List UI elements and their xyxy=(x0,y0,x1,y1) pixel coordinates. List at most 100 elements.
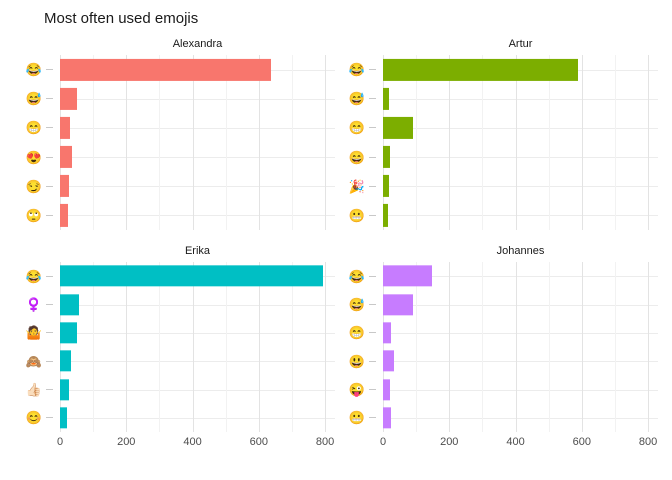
grid-line-x-minor xyxy=(614,55,616,230)
axis-tick xyxy=(369,127,376,129)
axis-tick xyxy=(369,332,376,334)
y-axis-row: 😄 xyxy=(341,143,383,172)
facet-strip-label: Alexandra xyxy=(172,38,223,50)
grid-line-y xyxy=(383,389,658,391)
grid-line-x-major xyxy=(449,262,451,432)
emoji-label: 🙄 xyxy=(25,207,42,223)
grid-line-x-minor xyxy=(159,55,161,230)
facet-grid: Alexandra 😂 😅 😁 😍 😏 🙄 Artur 😂 😅 😁 😄 🎉 😬 Erika 😂 ♀️ 🤷 🙈 👍🏻 😊 0… xyxy=(18,34,672,452)
grid-line-x-major xyxy=(60,55,61,230)
grid-line-x-minor xyxy=(614,262,616,432)
emoji-label: 🙈 xyxy=(25,353,42,369)
x-tick-label: 200 xyxy=(117,436,136,448)
grid-line-y xyxy=(383,157,658,159)
x-tick-label: 0 xyxy=(379,436,387,448)
axis-tick xyxy=(46,156,53,158)
bar xyxy=(383,175,390,198)
y-axis-row: 😂 xyxy=(341,55,383,84)
x-tick-label: 200 xyxy=(440,436,459,448)
grid-line-x-major xyxy=(383,55,384,230)
emoji-label: 😬 xyxy=(348,207,365,223)
bar xyxy=(60,87,77,110)
bar xyxy=(383,58,578,81)
grid-line-x-major xyxy=(325,55,327,230)
emoji-label: 😅 xyxy=(348,91,365,107)
grid-line-x-minor xyxy=(548,262,550,432)
grid-line-x-major xyxy=(258,55,260,230)
y-axis-row: 😂 xyxy=(341,262,383,290)
grid-line-y xyxy=(60,389,335,391)
axis-tick xyxy=(46,185,53,187)
axis-tick xyxy=(369,98,376,100)
facet-panel xyxy=(60,262,335,432)
grid-line-y xyxy=(60,127,335,129)
grid-line-y xyxy=(383,276,658,278)
emoji-label: 🎉 xyxy=(348,178,365,194)
y-axis-row: 👍🏻 xyxy=(18,375,60,403)
axis-tick xyxy=(369,303,376,305)
bar xyxy=(383,265,433,287)
x-tick-label: 600 xyxy=(249,436,268,448)
grid-line-y xyxy=(383,98,658,100)
grid-line-x-major xyxy=(648,55,650,230)
bar xyxy=(60,407,67,429)
grid-line-x-major xyxy=(581,55,583,230)
bar xyxy=(60,293,79,316)
axis-tick xyxy=(46,275,53,277)
axis-tick xyxy=(369,417,376,419)
grid-line-y xyxy=(60,157,335,159)
x-tick-label: 800 xyxy=(638,436,658,448)
grid-line-x-minor xyxy=(482,55,484,230)
grid-line-y xyxy=(383,417,658,419)
bar xyxy=(60,116,70,139)
facet-strip-label: Artur xyxy=(508,38,533,50)
bar xyxy=(60,175,69,198)
grid-line-x-major xyxy=(648,262,650,432)
y-axis-row: 😃 xyxy=(341,347,383,375)
grid-line-x-minor xyxy=(416,55,418,230)
grid-line-x-major xyxy=(192,262,194,432)
bar xyxy=(383,322,391,344)
emoji-label: 😁 xyxy=(348,120,365,136)
bar xyxy=(60,322,77,344)
grid-line-x-major xyxy=(325,262,327,432)
bar xyxy=(60,58,272,81)
x-tick-label: 400 xyxy=(183,436,202,448)
grid-line-x-major xyxy=(60,262,61,432)
grid-line-y xyxy=(60,304,335,306)
x-tick-label: 800 xyxy=(315,436,335,448)
axis-tick xyxy=(46,214,53,216)
axis-tick xyxy=(46,127,53,129)
x-tick-label: 0 xyxy=(56,436,64,448)
y-axis-row: 😜 xyxy=(341,375,383,403)
x-axis: 0 200 400 600 800 xyxy=(379,432,658,452)
bar xyxy=(383,407,391,429)
y-axis-row: 😁 xyxy=(18,113,60,142)
y-axis-row: 😬 xyxy=(341,404,383,432)
y-axis-row: 😁 xyxy=(341,319,383,347)
y-axis-labels: 😂 ♀️ 🤷 🙈 👍🏻 😊 xyxy=(18,262,60,432)
grid-line-x-minor xyxy=(225,55,227,230)
emoji-label: 😍 xyxy=(25,149,42,165)
grid-line-x-minor xyxy=(93,262,95,432)
axis-tick xyxy=(369,69,376,71)
y-axis-row: 😬 xyxy=(341,201,383,230)
y-axis-row: 🙄 xyxy=(18,201,60,230)
emoji-label: 😁 xyxy=(348,325,365,341)
chart-title: Most often used emojis xyxy=(44,10,199,27)
y-axis-row: 😍 xyxy=(18,143,60,172)
facet-panel xyxy=(60,55,335,230)
grid-line-y xyxy=(383,361,658,363)
y-axis-labels: 😂 😅 😁 😍 😏 🙄 xyxy=(18,55,60,230)
y-axis-row: 😅 xyxy=(341,84,383,113)
facet-strip-label: Johannes xyxy=(496,245,545,257)
x-axis: 0 200 400 600 800 xyxy=(56,432,335,452)
emoji-label: 😂 xyxy=(25,268,42,284)
grid-line-x-major xyxy=(581,262,583,432)
emoji-label: 😄 xyxy=(348,149,365,165)
bar xyxy=(383,87,389,110)
grid-line-x-major xyxy=(126,262,128,432)
emoji-label: 😁 xyxy=(25,120,42,136)
emoji-label: 😅 xyxy=(348,296,365,312)
y-axis-row: ♀️ xyxy=(18,290,60,318)
